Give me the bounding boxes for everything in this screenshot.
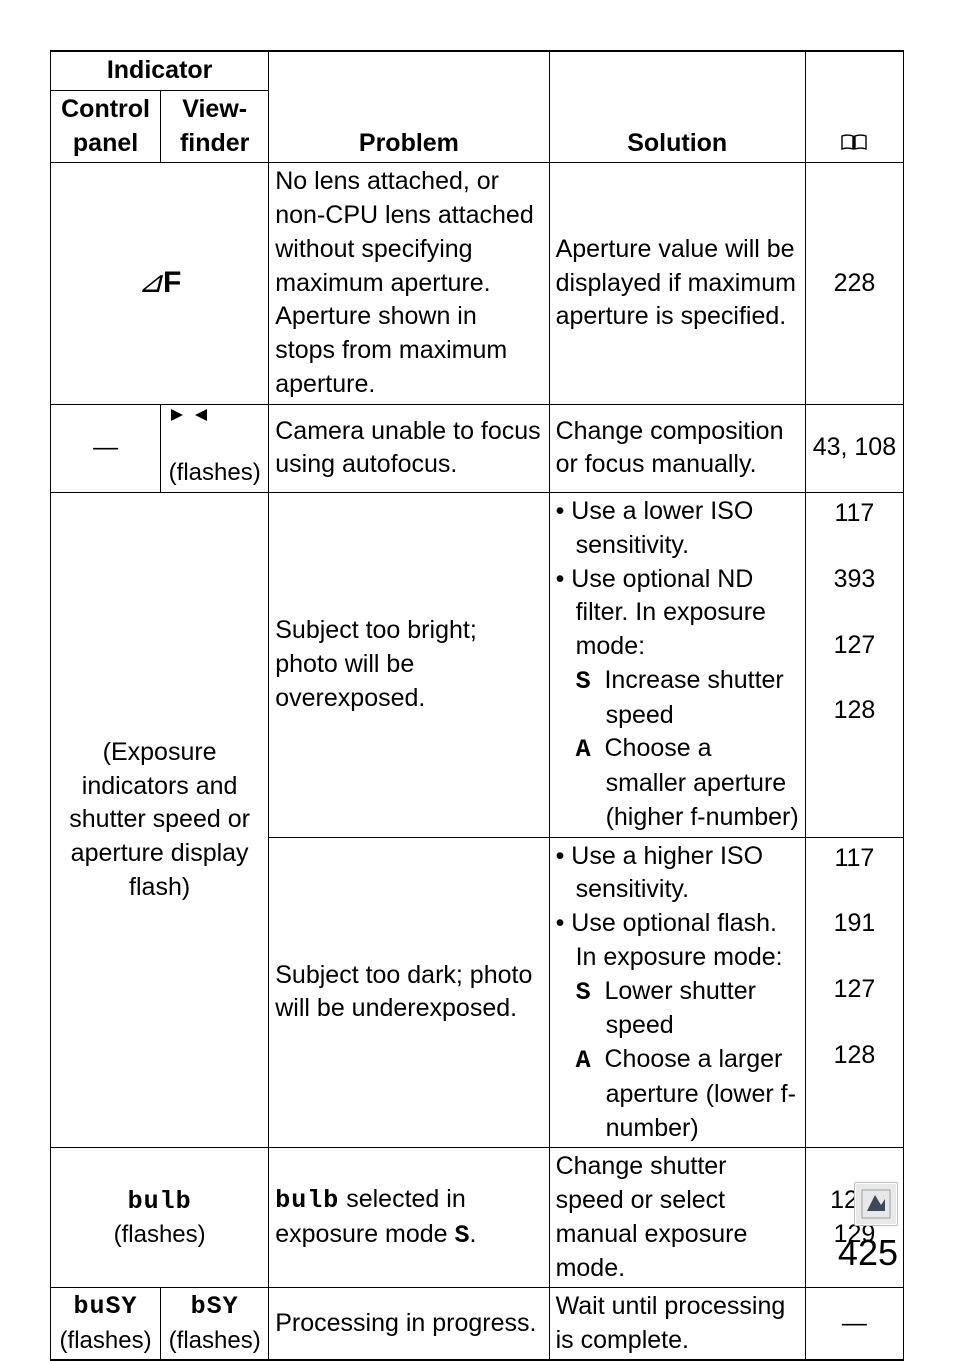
mode-list: S Increase shutter speed A Choose a smal… [576, 664, 799, 835]
mode-glyph-s: S [576, 667, 591, 696]
cell-solution: Use a lower ISO sensitivity. Use optiona… [549, 493, 805, 838]
th-vf-l2: finder [180, 129, 249, 157]
page-ref-val: 117 [812, 497, 897, 531]
troubleshooting-table: Indicator Problem Solution Control panel [50, 50, 904, 1361]
cell-solution: Change shutter speed or select manual ex… [549, 1148, 805, 1288]
cell-problem: Camera unable to focus using autofocus. [269, 404, 549, 493]
header-row-1: Indicator Problem Solution [51, 51, 904, 90]
th-cp-l1: Control [61, 95, 150, 123]
mode-text-s: Lower shutter speed [604, 977, 755, 1040]
mode-line-s: S Increase shutter speed [576, 664, 799, 733]
problem-end: . [470, 1220, 477, 1248]
page-footer: 425 [838, 1182, 898, 1274]
glyph-bulb: bulb [128, 1187, 192, 1216]
cell-exposure-indicators: (Exposure indicators and shutter speed o… [51, 493, 269, 1148]
page-ref-val: 127 [812, 973, 897, 1007]
th-viewfinder: View- finder [161, 90, 269, 163]
triangles-icon [167, 407, 262, 423]
mode-glyph-a: A [576, 1046, 591, 1075]
vf-note: (flashes) [169, 1327, 261, 1354]
glyph-delta-f: ⊿F [138, 266, 181, 299]
list-item: Use optional ND filter. In exposure mode… [556, 563, 799, 664]
glyph-mode-s-inline: S [455, 1221, 470, 1250]
mode-text-a: Choose a smaller aperture (higher f-numb… [604, 734, 798, 831]
page-ref-val: 128 [812, 694, 897, 728]
glyph-busy-vf: bSY [191, 1292, 239, 1321]
cell-solution: Change composition or focus manually. [549, 404, 805, 493]
solution-list: Use a lower ISO sensitivity. Use optiona… [556, 495, 799, 664]
cell-indicator-bulb: bulb (flashes) [51, 1148, 269, 1288]
cell-problem: bulb selected in exposure mode S. [269, 1148, 549, 1288]
mode-list: S Lower shutter speed A Choose a larger … [576, 975, 799, 1146]
list-item: Use a lower ISO sensitivity. [556, 495, 799, 563]
th-control-panel: Control panel [51, 90, 161, 163]
mode-text-s: Increase shutter speed [604, 666, 783, 729]
cell-vf-note: (flashes) [169, 459, 261, 486]
page-ref-val: 127 [812, 629, 897, 663]
cell-page-ref: — [805, 1288, 903, 1360]
cell-indicator-delta-f: ⊿F [51, 163, 269, 404]
mode-glyph-s: S [576, 978, 591, 1007]
table-row: ⊿F No lens attached, or non-CPU lens att… [51, 163, 904, 404]
solution-list: Use a higher ISO sensitivity. Use option… [556, 840, 799, 975]
cell-problem: Processing in progress. [269, 1288, 549, 1360]
cell-solution: Use a higher ISO sensitivity. Use option… [549, 837, 805, 1148]
page-ref-val: 128 [812, 1039, 897, 1073]
table-row: buSY (flashes) bSY (flashes) Processing … [51, 1288, 904, 1360]
cell-problem: Subject too dark; photo will be underexp… [269, 837, 549, 1148]
indicator-note: (flashes) [114, 1221, 206, 1248]
glyph-bulb-inline: bulb [275, 1186, 339, 1215]
table-row: (Exposure indicators and shutter speed o… [51, 493, 904, 838]
cell-page-ref: 43, 108 [805, 404, 903, 493]
list-item: Use a higher ISO sensitivity. [556, 840, 799, 908]
cp-note: (flashes) [60, 1327, 152, 1354]
page-ref-val: 191 [812, 907, 897, 941]
mode-text-a: Choose a larger aperture (lower f-number… [604, 1045, 795, 1142]
list-item: Use optional flash. In exposure mode: [556, 907, 799, 975]
cell-cp-busy: buSY (flashes) [51, 1288, 161, 1360]
th-page-ref [805, 51, 903, 163]
table-row: bulb (flashes) bulb selected in exposure… [51, 1148, 904, 1288]
cell-page-ref: 117 191 127 128 [805, 837, 903, 1148]
page-container: Indicator Problem Solution Control panel [0, 0, 954, 1361]
cell-page-ref: 228 [805, 163, 903, 404]
cell-vf-busy: bSY (flashes) [161, 1288, 269, 1360]
cell-problem: No lens attached, or non-CPU lens attach… [269, 163, 549, 404]
glyph-busy-cp: buSY [74, 1292, 138, 1321]
mode-line-s: S Lower shutter speed [576, 975, 799, 1044]
cell-vf-triangles: (flashes) [161, 404, 269, 493]
th-problem: Problem [269, 51, 549, 163]
book-icon [840, 127, 868, 161]
mode-line-a: A Choose a smaller aperture (higher f-nu… [576, 732, 799, 834]
th-indicator: Indicator [51, 51, 269, 90]
cell-solution: Wait until processing is complete. [549, 1288, 805, 1360]
cell-page-ref: 117 393 127 128 [805, 493, 903, 838]
cell-cp-dash: — [51, 404, 161, 493]
page-ref-val: 393 [812, 563, 897, 597]
mode-line-a: A Choose a larger aperture (lower f-numb… [576, 1043, 799, 1145]
page-ref-val: 117 [812, 842, 897, 876]
th-solution: Solution [549, 51, 805, 163]
cell-problem: Subject too bright; photo will be overex… [269, 493, 549, 838]
th-vf-l1: View- [182, 95, 247, 123]
mode-glyph-a: A [576, 735, 591, 764]
th-cp-l2: panel [73, 129, 138, 157]
page-number: 425 [838, 1232, 898, 1274]
cell-solution: Aperture value will be displayed if maxi… [549, 163, 805, 404]
table-row: — (flashes) Camera unable to focus using… [51, 404, 904, 493]
footer-badge-icon [854, 1182, 898, 1226]
